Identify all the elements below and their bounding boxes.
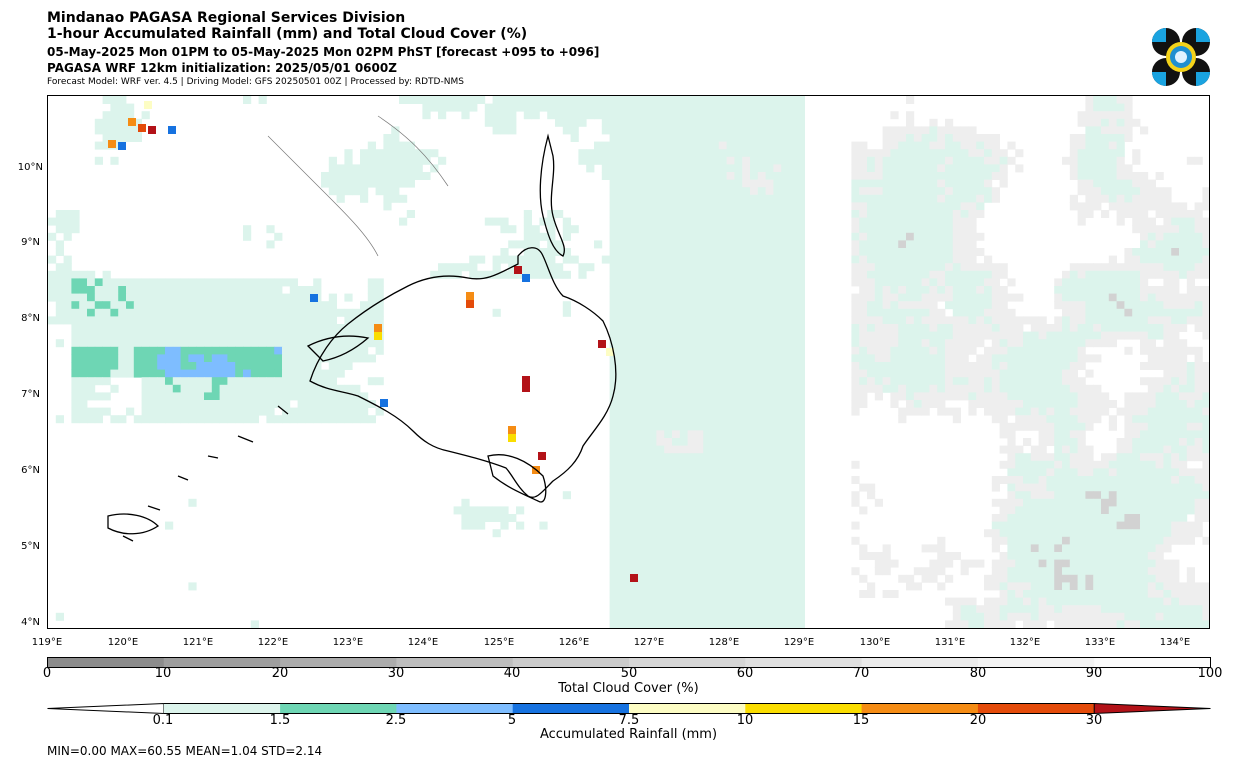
rain-tick: 1.5 [269,713,291,728]
cloud-colorbar-segment [1094,657,1211,668]
rain-colorbar-segment [163,703,281,714]
pagasa-logo-icon [1152,28,1210,86]
cloud-tick: 50 [620,666,638,681]
init-time: PAGASA WRF 12km initialization: 2025/05/… [47,61,397,75]
rain-colorbar [47,703,1211,715]
lon-label: 120°E [107,637,139,648]
valid-period: 05-May-2025 Mon 01PM to 05-May-2025 Mon … [47,45,600,59]
cloud-tick: 40 [503,666,521,681]
cloud-colorbar-segment [977,657,1095,668]
rain-tick: 7.5 [618,713,640,728]
cloud-colorbar-segment [47,657,165,668]
lon-label: 121°E [182,637,214,648]
lat-label: 6°N [21,465,40,476]
cloud-tick: 30 [387,666,405,681]
cloud-tick: 0 [42,666,52,681]
lon-label: 132°E [1009,637,1041,648]
lon-label: 127°E [633,637,665,648]
rain-tick: 20 [969,713,987,728]
rain-colorbar-extend-high [1093,703,1211,715]
rain-colorbar-segment [861,703,979,714]
lon-label: 131°E [934,637,966,648]
data-cells [48,96,1209,628]
rain-tick: 30 [1085,713,1103,728]
lon-label: 124°E [407,637,439,648]
lon-label: 134°E [1159,637,1191,648]
cloud-colorbar-segment [745,657,863,668]
model-info: Forecast Model: WRF ver. 4.5 | Driving M… [47,77,464,87]
cloud-colorbar-segment [280,657,397,668]
cloud-colorbar [47,657,1211,668]
lon-label: 130°E [859,637,891,648]
rain-tick: 10 [736,713,754,728]
coastlines [107,115,617,542]
lat-label: 7°N [21,389,40,400]
coastline-path [122,405,289,542]
lat-label: 10°N [17,162,43,173]
rain-colorbar-title: Accumulated Rainfall (mm) [539,727,718,742]
cloud-tick: 100 [1197,666,1223,681]
cloud-colorbar-segment [512,657,630,668]
lon-label: 133°E [1084,637,1116,648]
lon-label: 122°E [257,637,289,648]
coastline-path [107,513,160,535]
rain-colorbar-segment [280,703,397,714]
lat-label: 8°N [21,313,40,324]
lat-label: 5°N [21,541,40,552]
rain-colorbar-extend-low [47,703,165,715]
lon-label: 126°E [558,637,590,648]
lon-label: 123°E [332,637,364,648]
cloud-tick: 70 [852,666,870,681]
coastline-path [309,247,617,498]
statistics-line: MIN=0.00 MAX=60.55 MEAN=1.04 STD=2.14 [47,744,323,758]
lon-label: 129°E [783,637,815,648]
rainfall-map [47,95,1210,629]
product-title: 1-hour Accumulated Rainfall (mm) and Tot… [47,26,528,42]
cloud-tick: 20 [271,666,289,681]
rain-colorbar-segment [977,703,1095,714]
cloud-tick: 10 [154,666,172,681]
rain-tick: 0.1 [152,713,174,728]
lon-label: 119°E [31,637,63,648]
lon-label: 128°E [708,637,740,648]
rain-tick: 15 [852,713,870,728]
coastline-path [306,335,370,362]
rain-colorbar-segment [396,703,514,714]
cloud-tick: 90 [1085,666,1103,681]
lat-label: 4°N [21,617,40,628]
org-title: Mindanao PAGASA Regional Services Divisi… [47,10,406,26]
rain-colorbar-segment [512,703,630,714]
cloud-colorbar-segment [629,657,746,668]
cloud-colorbar-segment [163,657,281,668]
cloud-tick: 80 [969,666,987,681]
cloud-tick: 60 [736,666,754,681]
lat-label: 9°N [21,237,40,248]
title-block: Mindanao PAGASA Regional Services Divisi… [47,10,599,88]
rain-colorbar-segment [629,703,746,714]
lon-label: 125°E [483,637,515,648]
cloud-colorbar-segment [396,657,514,668]
coastline-path [539,133,565,257]
coastline-path [487,454,547,503]
cloud-colorbar-segment [861,657,979,668]
cloud-colorbar-title: Total Cloud Cover (%) [558,681,699,696]
coastline-path [267,115,449,257]
rain-tick: 5 [507,713,517,728]
rain-colorbar-segment [745,703,863,714]
map-canvas [48,96,1209,628]
rain-tick: 2.5 [385,713,407,728]
